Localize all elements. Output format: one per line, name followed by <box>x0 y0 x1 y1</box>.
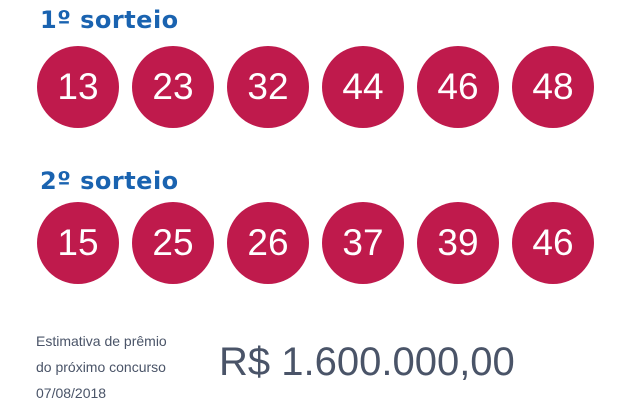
ball: 13 <box>37 46 119 128</box>
next-draw-date: 07/08/2018 <box>36 385 107 401</box>
ball: 48 <box>512 46 594 128</box>
prize-value: R$ 1.600.000,00 <box>219 340 515 384</box>
prize-label-line1: Estimativa de prêmio <box>36 333 167 349</box>
ball: 37 <box>322 202 404 284</box>
ball: 39 <box>417 202 499 284</box>
ball: 25 <box>132 202 214 284</box>
ball: 46 <box>417 46 499 128</box>
prize-label-line2: do próximo concurso <box>36 359 166 375</box>
ball: 44 <box>322 46 404 128</box>
draw-2-title: 2º sorteio <box>40 167 179 195</box>
ball: 46 <box>512 202 594 284</box>
draw-1-title: 1º sorteio <box>40 6 179 34</box>
ball: 26 <box>227 202 309 284</box>
ball: 23 <box>132 46 214 128</box>
draw-2-numbers: 15 25 26 37 39 46 <box>37 202 594 284</box>
ball: 32 <box>227 46 309 128</box>
ball: 15 <box>37 202 119 284</box>
draw-1-numbers: 13 23 32 44 46 48 <box>37 46 594 128</box>
prize-estimate-label: Estimativa de prêmio do próximo concurso… <box>36 328 167 406</box>
